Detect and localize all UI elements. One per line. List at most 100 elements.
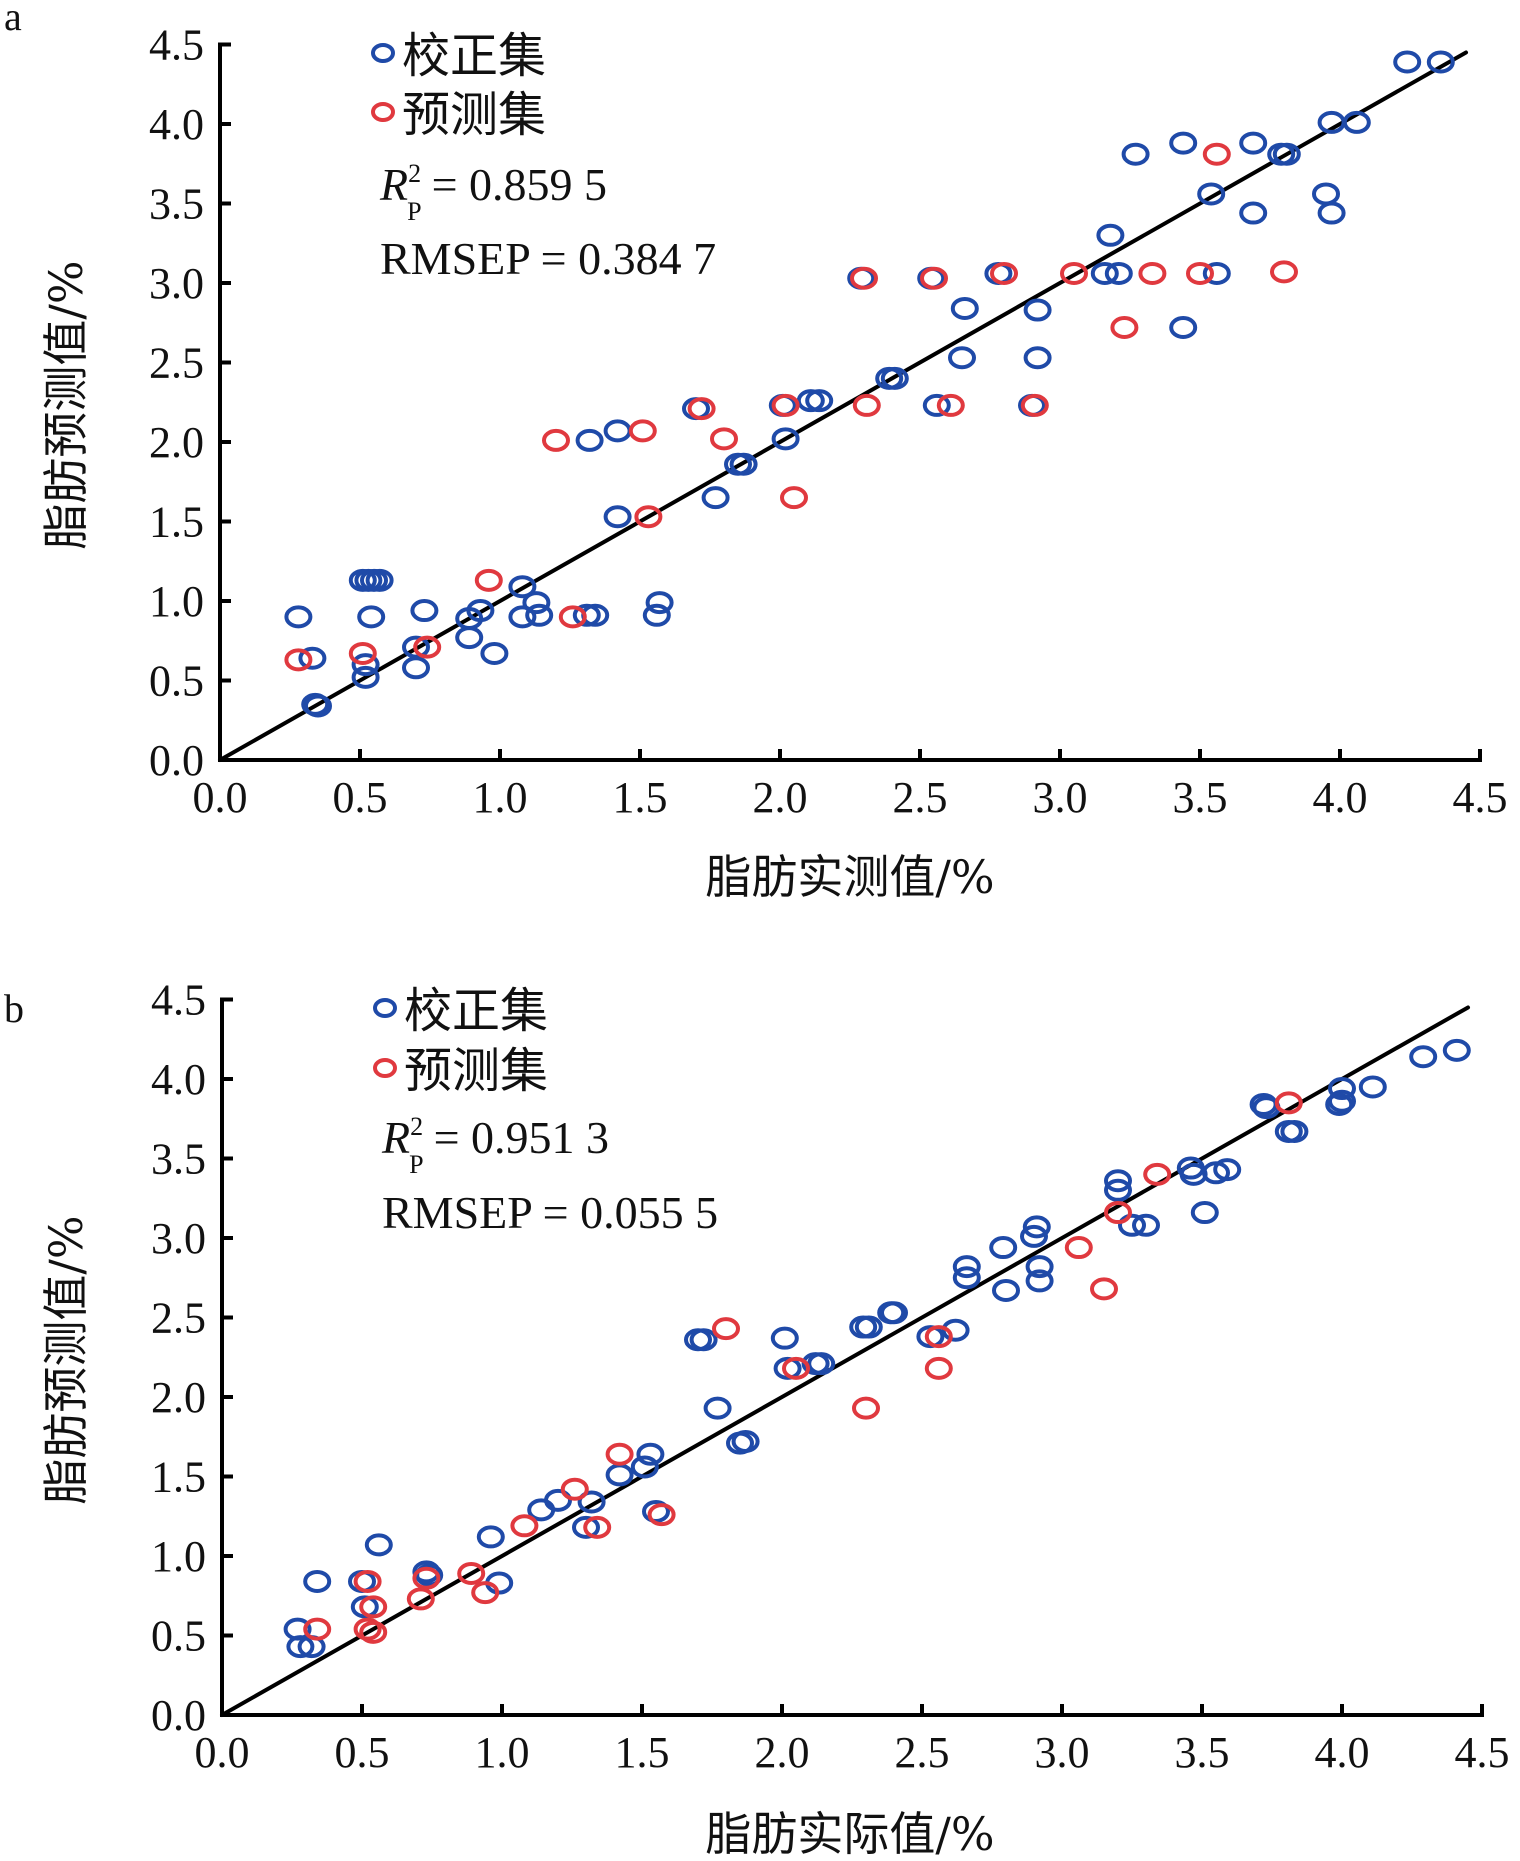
data-point xyxy=(1143,1162,1172,1186)
data-point xyxy=(603,419,632,443)
r2-subscript: P xyxy=(409,1150,423,1179)
data-point xyxy=(642,603,671,627)
data-point xyxy=(542,428,570,452)
reference-line-b xyxy=(220,1005,1470,1717)
y-tick-label: 1.0 xyxy=(151,1532,206,1581)
y-tick-label: 0.5 xyxy=(151,1612,206,1661)
data-point xyxy=(1272,142,1301,166)
y-tick-label: 0.5 xyxy=(149,657,204,706)
x-tick-label: 2.5 xyxy=(893,773,948,822)
data-point xyxy=(1118,1213,1146,1237)
data-point xyxy=(605,1463,634,1487)
data-point xyxy=(508,575,537,599)
data-point xyxy=(936,393,965,417)
data-point xyxy=(1393,50,1422,74)
rmsep-text-a: RMSEP = 0.384 7 xyxy=(380,233,716,284)
rmsep-text-b: RMSEP = 0.055 5 xyxy=(382,1187,718,1238)
data-point xyxy=(577,1490,606,1514)
x-tick-label: 4.0 xyxy=(1315,1728,1370,1777)
data-point xyxy=(412,1560,441,1584)
data-point xyxy=(359,1620,388,1644)
data-point xyxy=(1023,346,1052,370)
data-point xyxy=(1426,50,1455,74)
data-point xyxy=(572,603,601,627)
points-a xyxy=(284,50,1455,718)
data-point xyxy=(1409,1045,1438,1069)
data-point xyxy=(1328,1089,1356,1113)
points-b xyxy=(283,1038,1471,1659)
data-point xyxy=(1132,1213,1160,1237)
data-point xyxy=(771,427,800,451)
data-point xyxy=(687,397,716,421)
data-point xyxy=(948,346,976,370)
data-point xyxy=(351,665,380,689)
data-point xyxy=(558,605,587,629)
y-tick-label: 2.0 xyxy=(151,1373,206,1422)
x-tick-label: 0.5 xyxy=(335,1728,390,1777)
y-tick-label: 4.5 xyxy=(149,21,204,70)
data-point xyxy=(1186,261,1214,285)
series-prediction xyxy=(303,1091,1303,1644)
data-point xyxy=(1442,1038,1471,1062)
data-point xyxy=(605,1442,634,1466)
data-point xyxy=(1025,1269,1054,1293)
y-tick-label: 4.5 xyxy=(151,976,206,1025)
y-tick-label: 0.0 xyxy=(149,736,204,785)
data-point xyxy=(304,694,332,718)
data-point xyxy=(1270,260,1298,284)
data-point xyxy=(303,1617,332,1641)
data-point xyxy=(1274,1091,1303,1115)
data-point xyxy=(645,591,674,615)
data-point xyxy=(1169,316,1198,340)
data-point xyxy=(852,393,881,417)
data-point xyxy=(630,1455,659,1479)
data-point xyxy=(941,1318,970,1342)
data-point xyxy=(474,568,503,592)
data-point xyxy=(348,641,377,665)
x-tick-label: 2.5 xyxy=(895,1728,950,1777)
data-point xyxy=(1020,1224,1048,1248)
series-prediction xyxy=(284,142,1298,672)
data-point xyxy=(522,591,551,615)
data-point xyxy=(284,648,313,672)
data-point xyxy=(359,1595,388,1619)
x-tick-label: 0.5 xyxy=(333,773,388,822)
data-point xyxy=(466,599,495,623)
data-point xyxy=(1090,1277,1118,1301)
data-point xyxy=(350,1595,379,1619)
data-point xyxy=(1197,182,1226,206)
data-point xyxy=(1202,142,1231,166)
data-point xyxy=(286,1635,315,1659)
data-point xyxy=(572,1515,600,1539)
x-tick-label: 1.5 xyxy=(613,773,668,822)
data-point xyxy=(916,1325,945,1349)
x-tick-label: 4.0 xyxy=(1313,773,1368,822)
y-tick-label: 1.5 xyxy=(149,498,204,547)
data-point xyxy=(406,1587,435,1611)
data-point xyxy=(353,1569,382,1593)
legend-b: 校正集 预测集 xyxy=(373,983,548,1099)
data-point xyxy=(782,1356,810,1380)
data-point xyxy=(455,626,484,650)
data-point xyxy=(412,1566,441,1590)
data-point xyxy=(1312,182,1340,206)
data-point xyxy=(560,1477,589,1501)
data-point xyxy=(731,1430,760,1454)
r2-symbol: R xyxy=(381,1112,410,1163)
y-tick-label: 3.5 xyxy=(151,1135,206,1184)
x-tick-label: 3.5 xyxy=(1173,773,1228,822)
y-axis-title-a: 脂肪预测值/% xyxy=(39,260,93,549)
data-point xyxy=(1104,1169,1132,1193)
r2-text-b: R2 P = 0.951 3 xyxy=(381,1112,609,1179)
data-point xyxy=(924,1356,953,1380)
x-tick-label: 3.0 xyxy=(1033,773,1088,822)
data-point xyxy=(1020,393,1049,417)
x-tick-label: 4.5 xyxy=(1453,773,1508,822)
y-tick-label: 3.0 xyxy=(151,1214,206,1263)
data-point xyxy=(1090,261,1119,285)
r2-value: = 0.951 3 xyxy=(434,1112,609,1163)
r2-symbol: R xyxy=(379,159,408,210)
legend-marker-calibration xyxy=(373,998,397,1018)
data-point xyxy=(701,486,730,510)
